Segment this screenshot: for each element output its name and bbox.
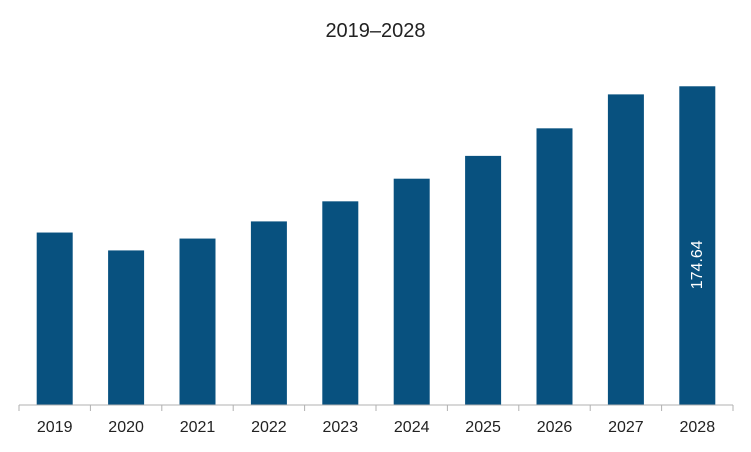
- data-label-2028: 174.64: [689, 240, 706, 289]
- x-tick-label: 2022: [251, 419, 287, 436]
- bars-group: [36, 86, 716, 406]
- bar-2021: [179, 238, 216, 405]
- bar-2027: [607, 94, 644, 405]
- x-tick-label: 2024: [394, 419, 430, 436]
- x-tick-label: 2028: [680, 419, 716, 436]
- chart-title: 2019–2028: [325, 20, 425, 42]
- x-tick-label: 2026: [537, 419, 573, 436]
- x-tick-label: 2027: [608, 419, 644, 436]
- x-tick-label: 2021: [180, 419, 216, 436]
- x-tick-label: 2020: [108, 419, 144, 436]
- bar-2019: [36, 232, 73, 405]
- bar-2020: [108, 250, 145, 405]
- bar-2025: [465, 155, 502, 405]
- bar-2028: [679, 86, 716, 406]
- x-tick-label: 2019: [37, 419, 73, 436]
- bar-2022: [250, 221, 287, 405]
- x-tick-label: 2023: [323, 419, 359, 436]
- x-axis-ticks: [18, 405, 734, 411]
- bar-2024: [393, 178, 430, 405]
- bar-2023: [322, 201, 359, 405]
- bar-2026: [536, 128, 573, 405]
- data-labels-group: 174.64: [689, 240, 706, 289]
- x-axis-tick-labels: 2019 2020 2021 2022 2023 2024 2025 2026 2027 2028: [37, 419, 715, 436]
- x-tick-label: 2025: [465, 419, 501, 436]
